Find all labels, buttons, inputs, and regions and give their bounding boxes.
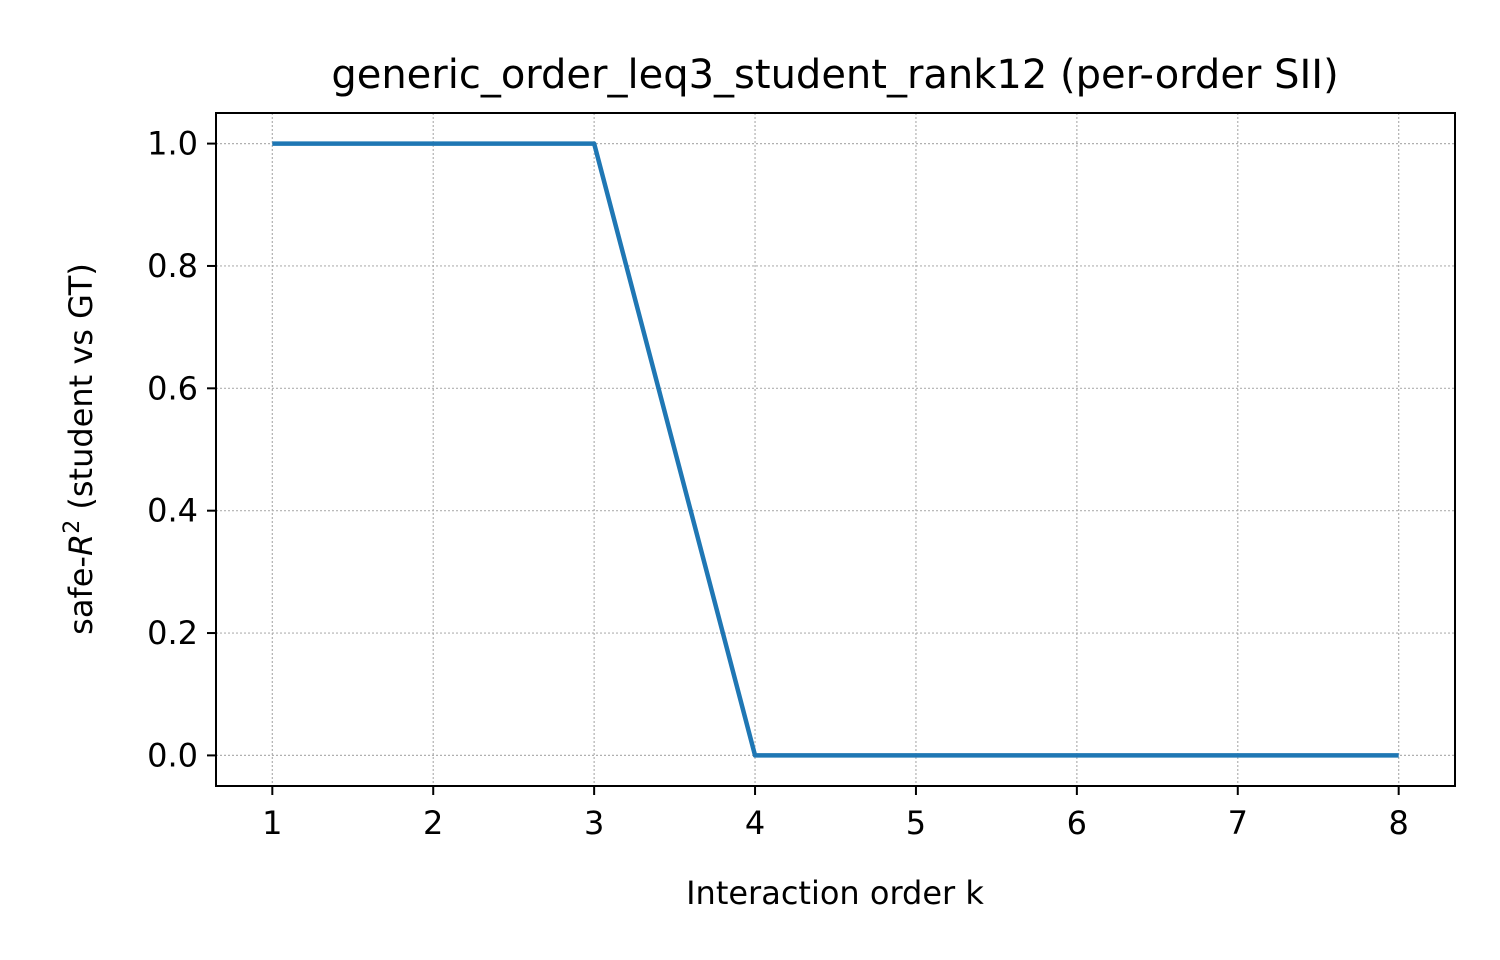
x-tick-label: 3 bbox=[584, 804, 604, 842]
y-axis-label-prefix: safe- bbox=[62, 556, 100, 635]
x-tick-label: 2 bbox=[423, 804, 443, 842]
x-tick-label: 4 bbox=[745, 804, 765, 842]
x-tick-label: 6 bbox=[1067, 804, 1087, 842]
x-tick-label: 5 bbox=[906, 804, 926, 842]
y-tick-label: 0.0 bbox=[147, 736, 198, 774]
y-axis-label-variable: R bbox=[62, 534, 100, 556]
x-tick-label: 7 bbox=[1228, 804, 1248, 842]
axes-frame bbox=[215, 112, 1456, 787]
x-tick-label: 1 bbox=[262, 804, 282, 842]
y-axis-label-suffix: (student vs GT) bbox=[62, 263, 100, 520]
series-layer bbox=[272, 141, 1399, 758]
y-tick-label: 1.0 bbox=[147, 125, 198, 163]
x-tick-label: 8 bbox=[1389, 804, 1409, 842]
y-tick-label: 0.6 bbox=[147, 369, 198, 407]
y-tick-label: 0.4 bbox=[147, 492, 198, 530]
y-axis-label: safe-R2 (student vs GT) bbox=[60, 263, 100, 635]
y-axis-ticks: 0.0 0.2 0.4 0.6 0.8 1.0 bbox=[147, 125, 216, 774]
x-axis-label: Interaction order k bbox=[686, 874, 984, 912]
chart-title: generic_order_leq3_student_rank12 (per-o… bbox=[331, 52, 1338, 98]
y-axis-label-superscript: 2 bbox=[60, 520, 85, 534]
x-axis-ticks: 1 2 3 4 5 6 7 8 bbox=[262, 786, 1409, 842]
y-tick-label: 0.8 bbox=[147, 247, 198, 285]
series-line bbox=[272, 141, 1399, 758]
y-tick-label: 0.2 bbox=[147, 614, 198, 652]
